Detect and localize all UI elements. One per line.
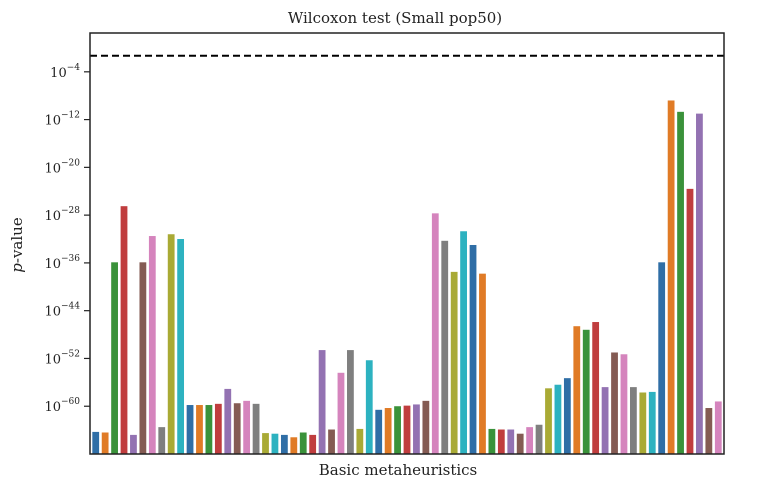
bar-14: [214, 403, 222, 454]
bar-43: [488, 428, 496, 454]
y-tick-label-3: 10−20: [44, 158, 80, 176]
bar-59: [639, 392, 647, 454]
bar-32: [384, 408, 392, 454]
bar-2: [101, 432, 109, 454]
bar-17: [243, 400, 251, 454]
bar-21: [280, 434, 288, 454]
y-axis-title-rest: -value: [8, 217, 26, 263]
bar-56: [611, 352, 618, 454]
bar-36: [422, 400, 430, 454]
bar-40: [460, 231, 467, 454]
bar-20: [271, 433, 279, 454]
y-tick-label-4: 10−28: [44, 206, 80, 224]
bar-38: [441, 240, 449, 454]
bar-51: [563, 378, 571, 454]
bar-47: [526, 427, 534, 454]
bar-26: [328, 429, 335, 454]
bar-41: [469, 244, 477, 454]
bar-35: [413, 404, 420, 454]
bar-29: [356, 428, 364, 454]
bar-52: [573, 326, 581, 454]
x-axis-title: Basic metaheuristics: [319, 461, 478, 479]
bar-9: [167, 234, 175, 454]
bar-37: [431, 213, 439, 454]
bar-50: [554, 384, 562, 454]
y-axis-title-italic: p: [8, 263, 26, 273]
y-tick-label-6: 10−44: [44, 302, 80, 320]
bar-58: [629, 387, 637, 454]
bar-12: [196, 405, 203, 454]
bar-4: [120, 206, 128, 454]
bar-34: [403, 405, 411, 454]
bar-53: [582, 329, 590, 454]
y-tick-label-5: 10−36: [44, 254, 80, 272]
bar-55: [601, 387, 609, 454]
y-tick-label-2: 10−12: [44, 111, 80, 129]
bar-31: [375, 409, 383, 454]
bar-42: [479, 273, 486, 454]
bar-48: [535, 424, 543, 454]
bar-62: [667, 100, 675, 454]
bar-22: [290, 437, 298, 454]
bar-6: [139, 262, 147, 454]
bar-61: [658, 262, 666, 454]
y-tick-label-1: 10−4: [50, 63, 80, 81]
bar-18: [252, 403, 260, 454]
bar-67: [714, 401, 722, 454]
bar-19: [262, 433, 269, 454]
bar-1: [92, 431, 100, 454]
bar-8: [158, 427, 166, 454]
bar-49: [545, 388, 552, 454]
bar-13: [205, 405, 213, 454]
bar-30: [365, 360, 373, 454]
bar-45: [507, 429, 515, 454]
bar-39: [450, 271, 458, 454]
bar-5: [130, 434, 137, 454]
bar-64: [686, 188, 694, 455]
bar-57: [620, 354, 628, 454]
plot-frame: [89, 32, 725, 455]
bar-10: [177, 239, 185, 454]
bar-16: [233, 403, 241, 454]
bar-27: [337, 372, 345, 454]
bar-25: [318, 350, 326, 454]
y-tick-label-8: 10−60: [44, 397, 80, 415]
bar-7: [148, 236, 156, 454]
bar-28: [347, 350, 354, 454]
chart-title: Wilcoxon test (Small pop50): [288, 9, 502, 27]
bar-66: [705, 408, 713, 454]
bar-65: [696, 113, 703, 455]
bar-3: [111, 262, 118, 454]
bar-63: [677, 111, 684, 454]
bar-33: [394, 406, 401, 454]
bar-54: [592, 322, 600, 454]
bar-60: [648, 391, 656, 454]
y-ticks-group: 10−4 10−12 10−20 10−28 10−36 10−44 10−52 10−60: [44, 63, 90, 415]
y-tick-label-7: 10−52: [44, 349, 80, 367]
bar-44: [497, 429, 505, 454]
bars-group: [92, 100, 722, 455]
y-axis-title: p-value: [8, 217, 26, 273]
bar-46: [516, 433, 524, 454]
bar-24: [309, 434, 317, 454]
bar-11: [186, 405, 194, 454]
bar-15: [224, 388, 232, 454]
bar-23: [299, 432, 307, 454]
